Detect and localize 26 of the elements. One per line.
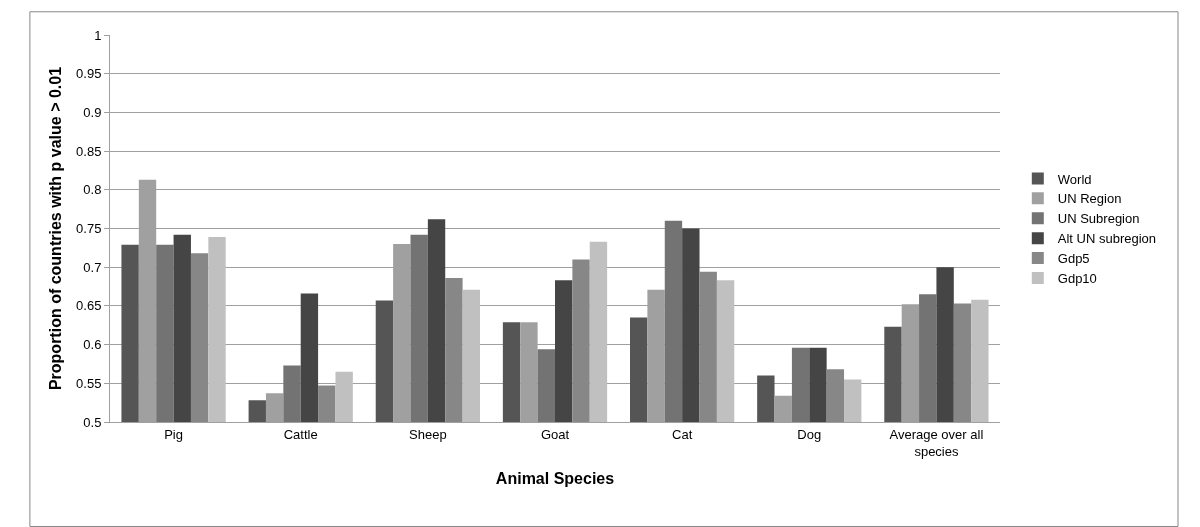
y-tick-label: 0.7 [83, 259, 102, 275]
legend-label: UN Region [1057, 191, 1122, 207]
x-tick-label: Dog [797, 426, 822, 442]
y-axis-title: Proportion of countries with p value > 0.01 [46, 66, 64, 391]
x-tick-label: Goat [540, 426, 570, 442]
y-tick-label: 1 [94, 27, 102, 43]
x-axis-title: Animal Species [495, 470, 615, 488]
x-tick-label: Cat [672, 426, 693, 442]
y-tick-label: 0.75 [76, 221, 102, 237]
y-tick-label: 0.9 [83, 104, 102, 120]
y-tick-label: 0.85 [76, 143, 102, 159]
x-tick-label: Sheep [409, 426, 447, 442]
x-tick-label: Pig [164, 426, 183, 442]
y-tick-label: 0.8 [83, 182, 102, 198]
y-tick-label: 0.65 [76, 298, 102, 314]
x-tick-label: Cattle [283, 426, 318, 442]
legend-label: UN Subregion [1057, 211, 1140, 227]
y-tick-label: 0.5 [83, 414, 102, 430]
legend-label: Gdp5 [1057, 251, 1090, 267]
legend-label: Gdp10 [1057, 271, 1097, 287]
legend-label: World [1057, 171, 1092, 187]
legend-label: Alt UN subregion [1057, 231, 1157, 247]
x-tick-label: Average over all species [889, 426, 984, 459]
y-tick-label: 0.6 [83, 337, 102, 353]
y-tick-label: 0.95 [76, 66, 102, 82]
y-tick-label: 0.55 [76, 375, 102, 391]
